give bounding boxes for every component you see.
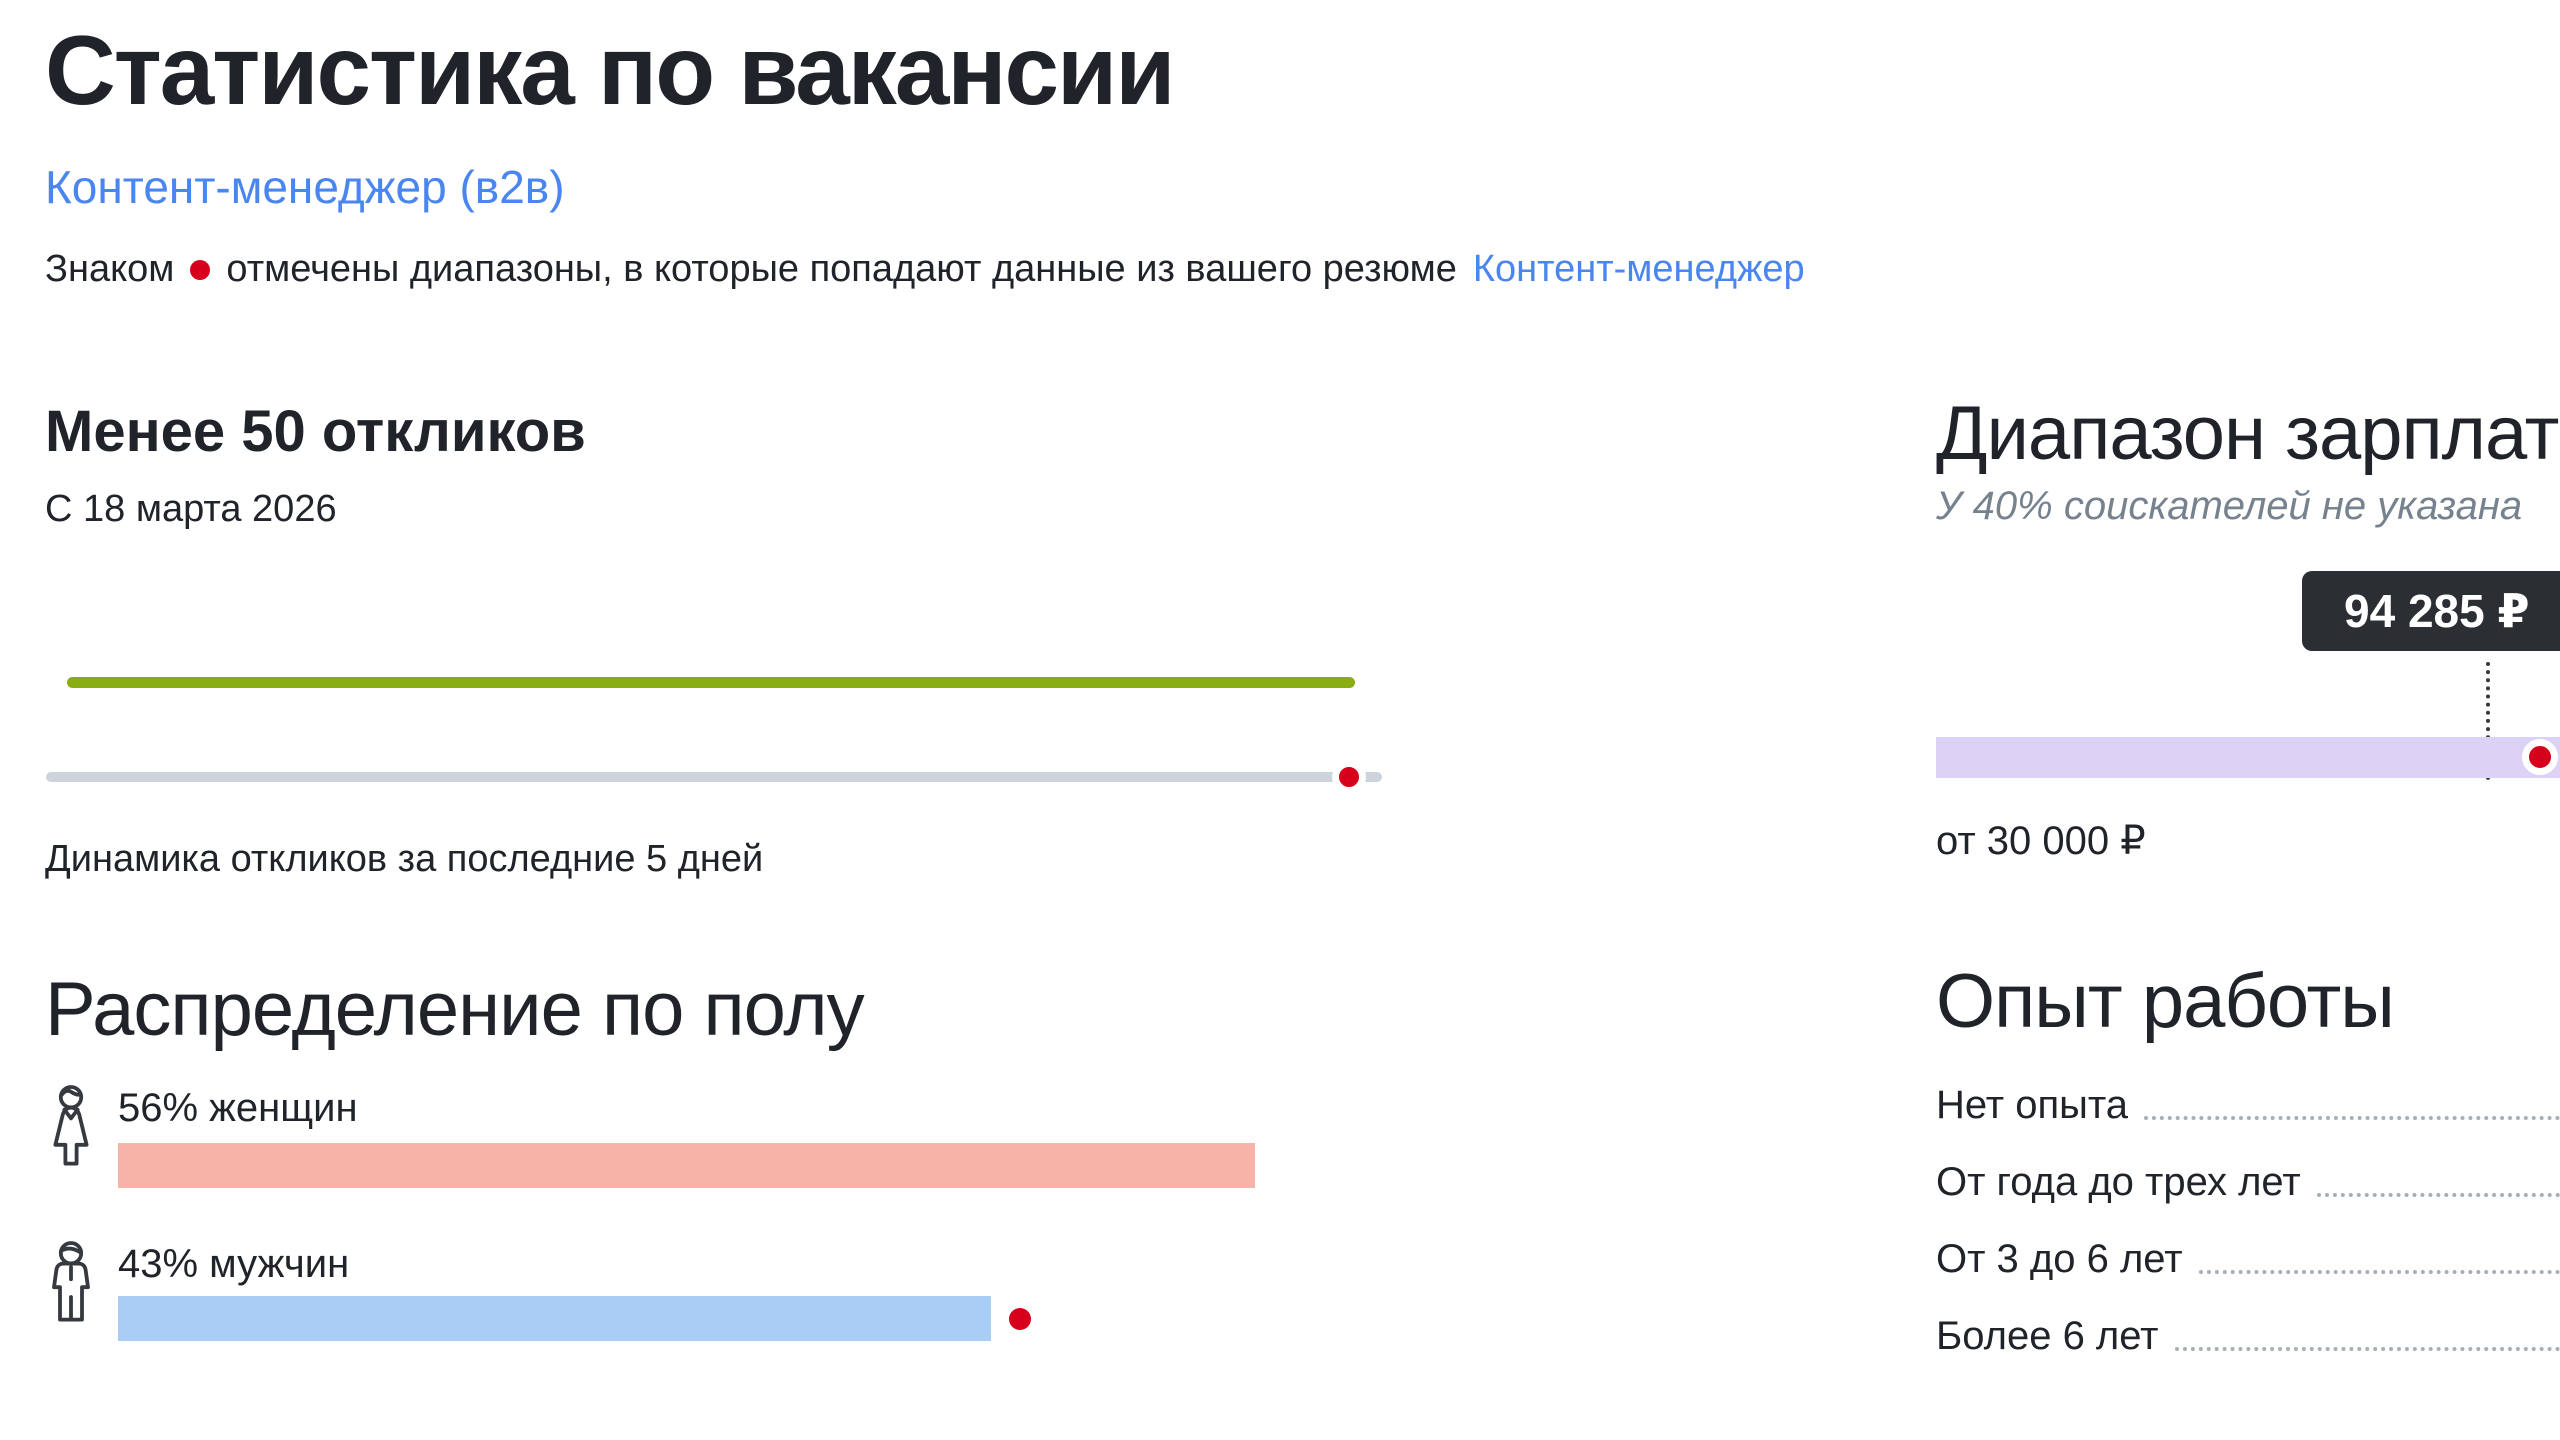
vacancy-link[interactable]: Контент-менеджер (в2в): [45, 161, 565, 213]
experience-row-label: От 3 до 6 лет: [1936, 1237, 2183, 1281]
responses-current-day-marker-dot: [1332, 760, 1366, 794]
legend-prefix: Знаком: [45, 248, 175, 290]
gender-male-label: 43% мужчин: [118, 1242, 350, 1286]
salary-range-bar: [1936, 737, 2560, 778]
dotted-leader: [2198, 1270, 2560, 1274]
dotted-leader: [2316, 1193, 2560, 1197]
experience-row-label: Более 6 лет: [1936, 1314, 2159, 1358]
female-icon: [42, 1082, 100, 1183]
gender-female-bar: [118, 1143, 1255, 1188]
gender-male-bar: [118, 1296, 991, 1341]
dotted-leader: [2144, 1116, 2560, 1120]
experience-row: От 3 до 6 лет: [1936, 1234, 2560, 1282]
responses-heading: Менее 50 откликов: [45, 399, 586, 464]
legend: Знаком отмечены диапазоны, в которые поп…: [45, 248, 1805, 291]
experience-row: Нет опыта: [1936, 1080, 2560, 1128]
salary-tooltip: 94 285 ₽: [2302, 571, 2560, 651]
experience-heading: Опыт работы: [1936, 959, 2395, 1044]
legend-description: отмечены диапазоны, в которые попадают д…: [226, 248, 1457, 290]
responses-caption: Динамика откликов за последние 5 дней: [45, 838, 764, 880]
salary-tooltip-value: 94 285 ₽: [2344, 585, 2530, 637]
gender-heading: Распределение по полу: [45, 967, 865, 1052]
responses-baseline: [46, 772, 1382, 782]
experience-row-label: От года до трех лет: [1936, 1160, 2301, 1204]
salary-note: У 40% соискателей не указана: [1936, 484, 2523, 528]
resume-match-dot-icon: [190, 259, 211, 280]
experience-row-label: Нет опыта: [1936, 1083, 2129, 1127]
experience-row: От года до трех лет: [1936, 1157, 2560, 1205]
gender-female-label: 56% женщин: [118, 1086, 358, 1130]
gender-male-resume-match-dot: [1009, 1307, 1031, 1330]
responses-since: С 18 марта 2026: [45, 488, 337, 530]
resume-link[interactable]: Контент-менеджер: [1472, 248, 1805, 290]
male-icon: [42, 1238, 100, 1339]
page-title: Статистика по вакансии: [45, 15, 1176, 125]
gender-male-bar-row: [118, 1296, 1031, 1341]
salary-tooltip-pointer-line: [2486, 662, 2490, 780]
salary-heading: Диапазон зарплат: [1936, 391, 2559, 476]
experience-row: Более 6 лет: [1936, 1311, 2560, 1359]
salary-resume-match-dot: [2522, 739, 2558, 775]
responses-trend-line: [67, 677, 1355, 688]
dotted-leader: [2174, 1347, 2560, 1351]
salary-range-start-label: от 30 000 ₽: [1936, 819, 2146, 863]
